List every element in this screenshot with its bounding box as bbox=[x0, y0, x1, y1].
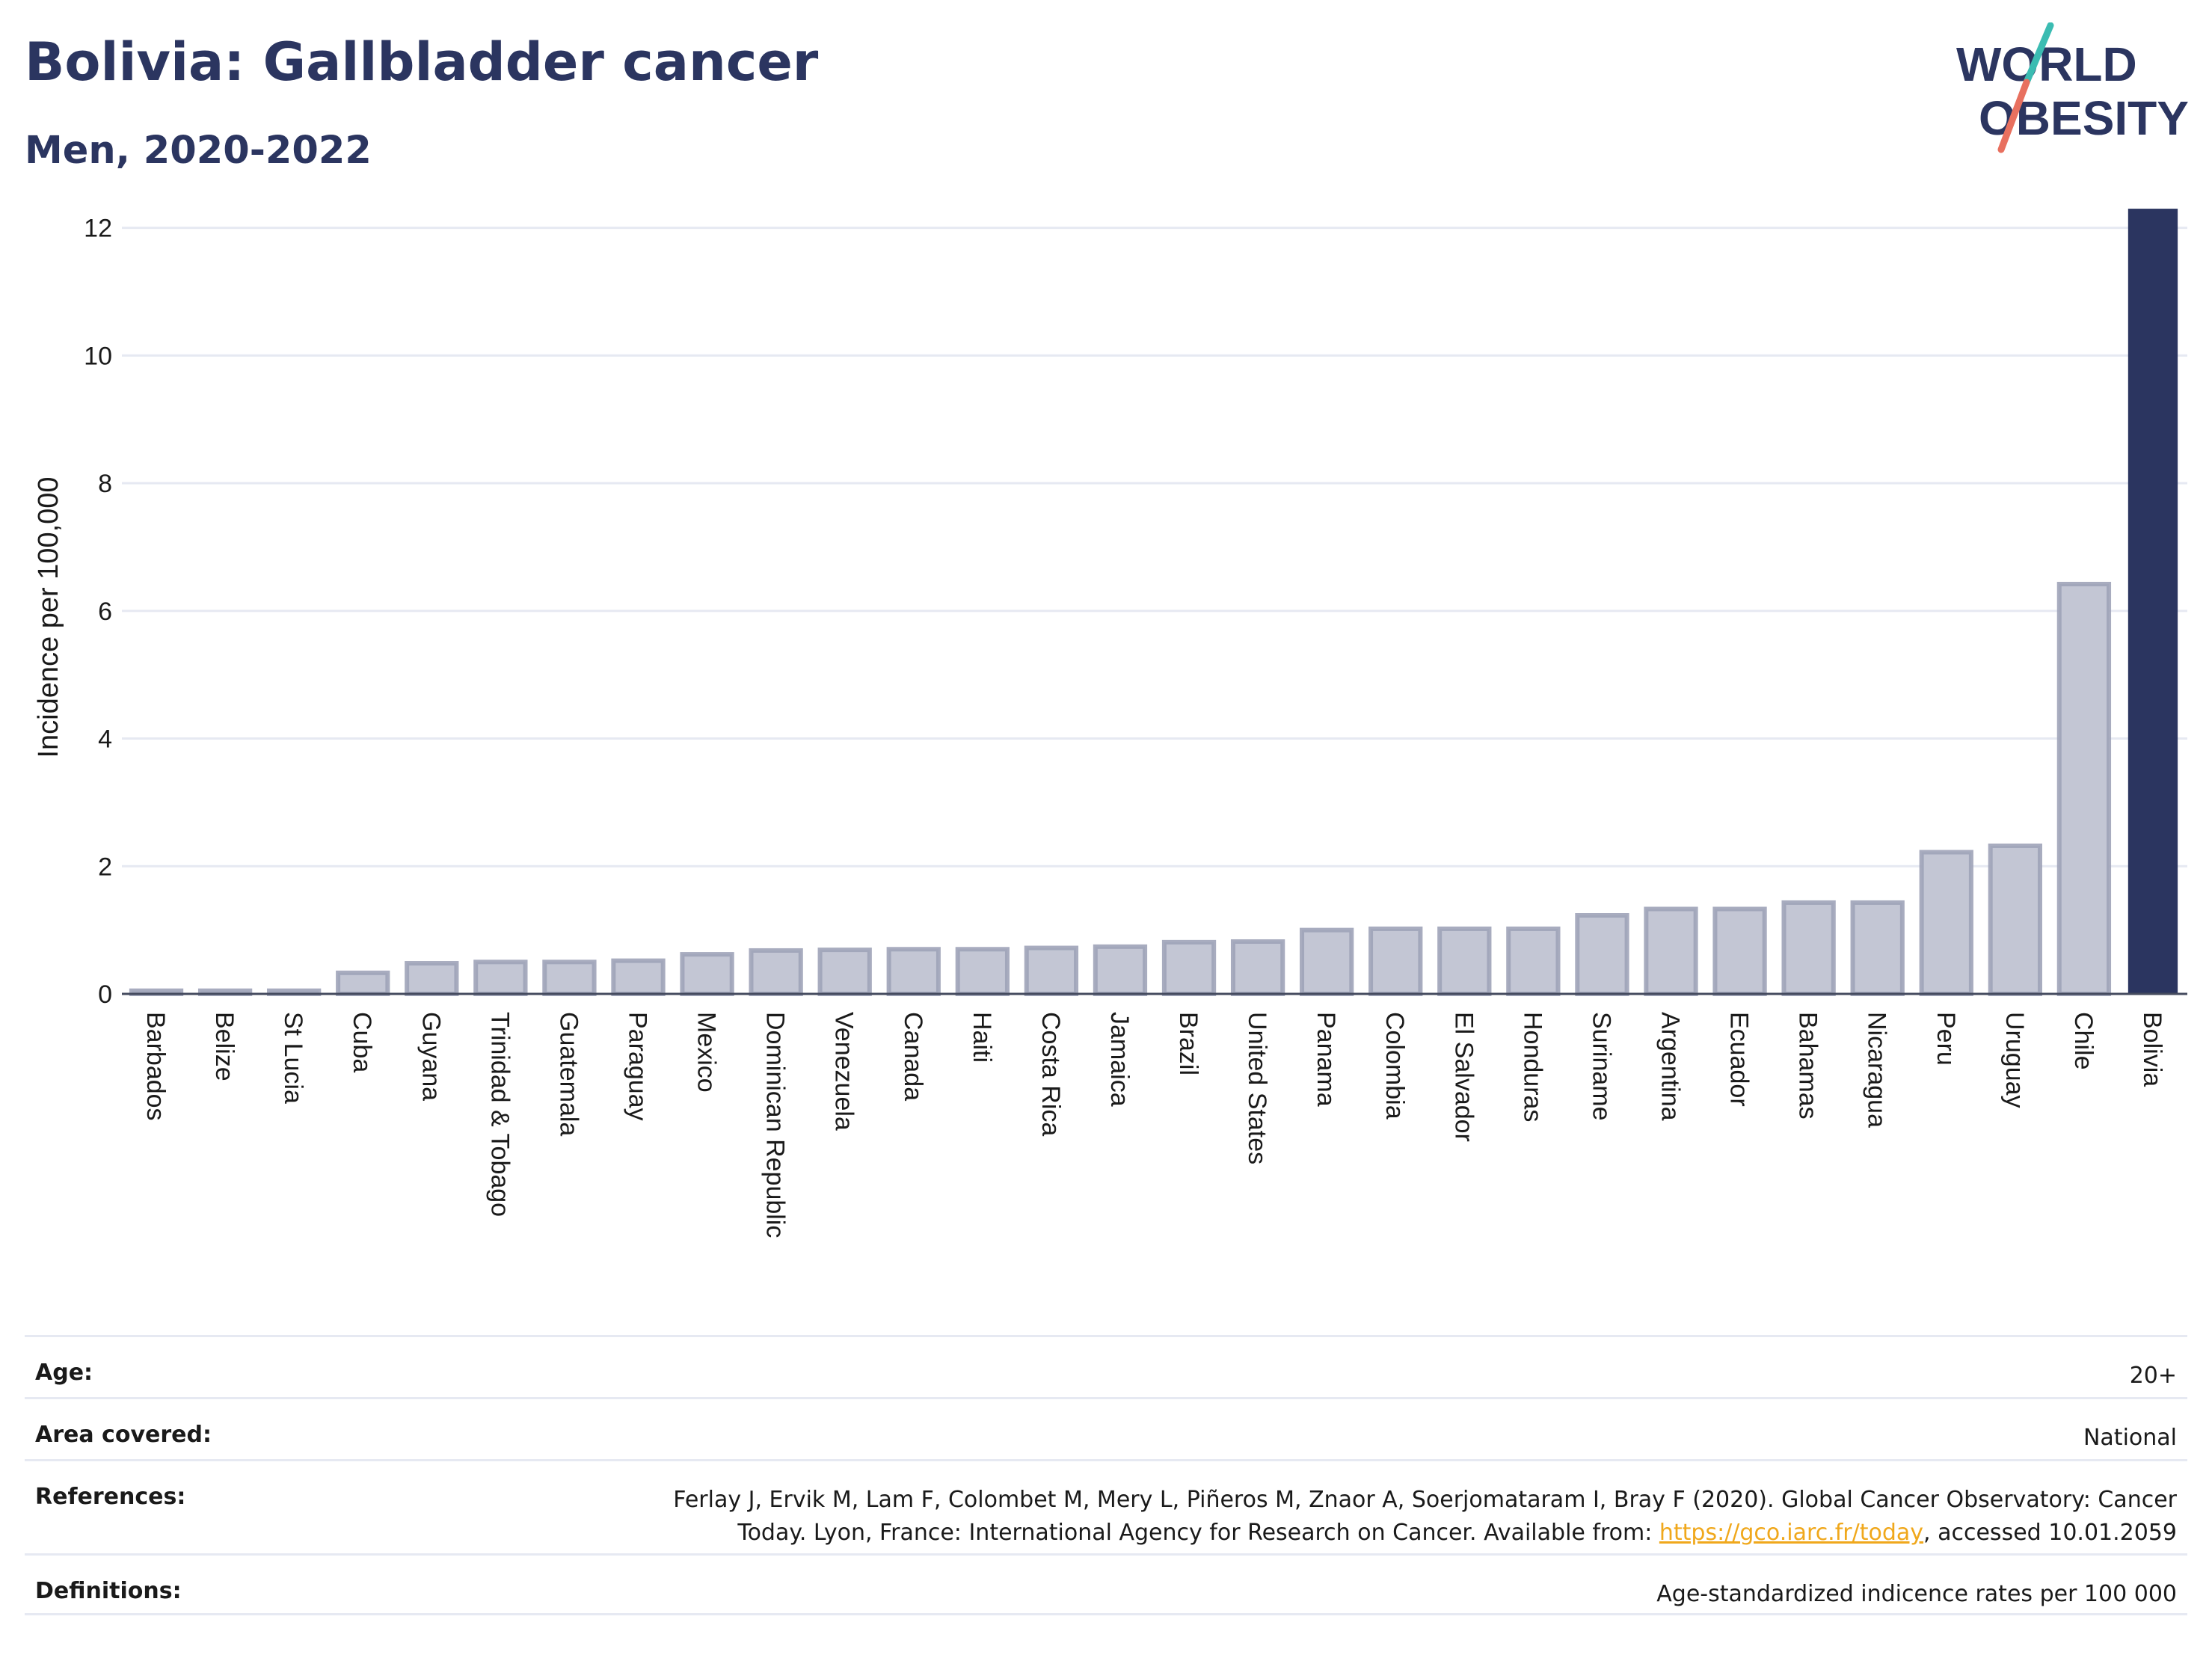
x-tick-label: Costa Rica bbox=[1036, 1012, 1065, 1136]
definitions-label: Definitions: bbox=[35, 1578, 182, 1604]
x-tick-label: Bahamas bbox=[1794, 1012, 1822, 1120]
x-tick-label: Guyana bbox=[417, 1012, 445, 1101]
x-tick-label: Uruguay bbox=[2000, 1012, 2029, 1108]
bar-nicaragua bbox=[1850, 900, 1905, 996]
bar-chart: 0 2 4 6 8 10 12 Incidence per 100,000 Barbados Be… bbox=[33, 209, 2187, 1238]
x-tick-label: Cuba bbox=[348, 1012, 376, 1072]
area-covered-label: Area covered: bbox=[35, 1422, 212, 1448]
references-value: Ferlay J, Ervik M, Lam F, Colombet M, Me… bbox=[673, 1484, 2177, 1550]
x-tick-label: Dominican Republic bbox=[761, 1012, 790, 1238]
age-value: 20+ bbox=[2129, 1363, 2177, 1389]
x-tick-label: Belize bbox=[210, 1012, 239, 1081]
x-tick-label: Peru bbox=[1932, 1012, 1960, 1066]
x-tick-label: Colombia bbox=[1380, 1012, 1409, 1120]
y-tick-label: 0 bbox=[98, 980, 112, 1009]
y-tick-label: 10 bbox=[84, 342, 112, 370]
x-tick-label: Bolivia bbox=[2138, 1012, 2166, 1087]
x-tick-label: Argentina bbox=[1656, 1012, 1685, 1121]
x-tick-label: Panama bbox=[1312, 1012, 1340, 1107]
meta-row-references: References: Ferlay J, Ervik M, Lam F, Co… bbox=[25, 1459, 2187, 1553]
meta-row-definitions: Definitions: Age-standardized indicence … bbox=[25, 1553, 2187, 1615]
logo-slash-teal bbox=[2023, 22, 2054, 86]
x-tick-label: Nicaragua bbox=[1863, 1012, 1891, 1128]
bar-panama bbox=[1300, 927, 1354, 997]
chart-subtitle: Men, 2020-2022 bbox=[25, 129, 372, 173]
logo-text-world: WORLD bbox=[1956, 37, 2137, 91]
references-link[interactable]: https://gco.iarc.fr/today bbox=[1659, 1520, 1924, 1546]
x-tick-label: Suriname bbox=[1587, 1012, 1615, 1121]
bar-ecuador bbox=[1712, 906, 1767, 996]
x-tick-label: United States bbox=[1243, 1012, 1271, 1164]
bar-colombia bbox=[1368, 926, 1423, 996]
bar-suriname bbox=[1575, 913, 1629, 996]
age-label: Age: bbox=[35, 1360, 93, 1386]
x-tick-label: Brazil bbox=[1174, 1012, 1202, 1075]
x-tick-label: El Salvador bbox=[1449, 1012, 1478, 1142]
bar-el-salvador bbox=[1437, 926, 1492, 996]
bar-bahamas bbox=[1781, 900, 1836, 996]
references-text-3: , accessed 10.01.2059 bbox=[1923, 1520, 2177, 1546]
bar-guyana bbox=[405, 961, 459, 997]
bar-uruguay bbox=[1988, 843, 2042, 997]
y-axis-label: Incidence per 100,000 bbox=[33, 476, 64, 758]
x-tick-label: Haiti bbox=[968, 1012, 996, 1063]
bar-cuba bbox=[336, 970, 390, 996]
world-obesity-logo: WORLD OBESITY bbox=[1956, 22, 2189, 153]
bar-dominican-republic bbox=[749, 948, 803, 996]
definitions-value: Age-standardized indicence rates per 100… bbox=[1656, 1581, 2177, 1607]
y-tick-label: 12 bbox=[84, 215, 112, 243]
bar-united-states bbox=[1230, 939, 1285, 996]
x-tick-label: Guatemala bbox=[554, 1012, 583, 1136]
logo-slash-coral bbox=[1997, 79, 2030, 153]
bar-peru bbox=[1919, 850, 1973, 997]
references-label: References: bbox=[35, 1484, 186, 1510]
x-tick-label: Paraguay bbox=[624, 1012, 652, 1121]
bar-venezuela bbox=[817, 948, 872, 996]
metadata-table: Age: 20+ Area covered: National Referenc… bbox=[25, 1335, 2187, 1615]
y-tick-label: 6 bbox=[98, 598, 112, 626]
bar-canada bbox=[886, 947, 941, 997]
bar-haiti bbox=[955, 947, 1010, 997]
x-tick-label: Canada bbox=[899, 1012, 927, 1101]
meta-row-area: Area covered: National bbox=[25, 1397, 2187, 1459]
x-tick-label: Venezuela bbox=[830, 1012, 858, 1131]
x-tick-label: Jamaica bbox=[1105, 1012, 1134, 1107]
x-tick-label: Ecuador bbox=[1725, 1012, 1754, 1107]
meta-row-age: Age: 20+ bbox=[25, 1335, 2187, 1397]
bar-trinidad-tobago bbox=[473, 959, 528, 996]
y-tick-label: 4 bbox=[98, 725, 112, 754]
references-text-2: Today. Lyon, France: International Agenc… bbox=[737, 1520, 1659, 1546]
bar-jamaica bbox=[1093, 944, 1148, 997]
x-tick-label: Mexico bbox=[692, 1012, 721, 1093]
x-tick-label: Barbados bbox=[141, 1012, 170, 1121]
bar-argentina bbox=[1644, 906, 1698, 996]
x-tick-label: Chile bbox=[2069, 1012, 2098, 1069]
y-tick-label: 2 bbox=[98, 853, 112, 881]
y-tick-label: 8 bbox=[98, 470, 112, 498]
chart-title: Bolivia: Gallbladder cancer bbox=[25, 31, 819, 93]
x-tick-label: Honduras bbox=[1518, 1012, 1546, 1122]
bar-brazil bbox=[1161, 939, 1217, 996]
x-tick-label: Trinidad & Tobago bbox=[485, 1012, 514, 1217]
references-text-1: Ferlay J, Ervik M, Lam F, Colombet M, Me… bbox=[673, 1487, 2177, 1513]
bar-bolivia bbox=[2127, 209, 2178, 994]
bar-guatemala bbox=[542, 959, 597, 996]
bar-costa-rica bbox=[1024, 945, 1079, 996]
bar-mexico bbox=[680, 952, 734, 996]
area-covered-value: National bbox=[2083, 1425, 2177, 1451]
bar-honduras bbox=[1506, 926, 1561, 996]
x-tick-label: St Lucia bbox=[279, 1012, 307, 1104]
bar-chile bbox=[2056, 581, 2112, 996]
bar-paraguay bbox=[611, 958, 666, 996]
